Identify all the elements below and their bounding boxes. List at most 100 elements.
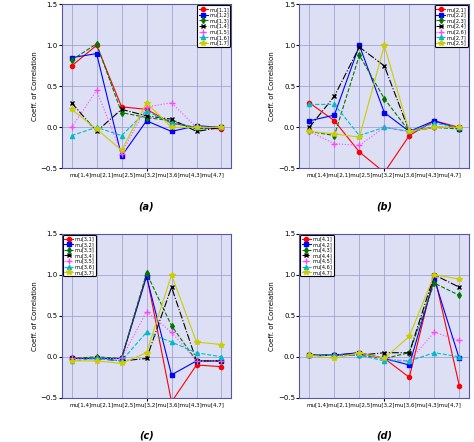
mu[1,3] (169, 118, 174, 123)
mu[1,5] (194, 125, 200, 130)
mu[2,7] (431, 121, 437, 126)
mu[2,6] (331, 141, 337, 146)
mu[4,7] (331, 356, 337, 361)
mu[1,3] (219, 125, 224, 130)
mu[1,5] (219, 125, 224, 130)
mu[2,2] (307, 118, 312, 123)
mu[4,3] (431, 280, 437, 286)
mu[1,5] (118, 151, 124, 156)
mu[3,2] (144, 274, 149, 279)
mu[2,5] (456, 125, 462, 130)
mu[2,5] (407, 129, 412, 134)
mu[2,6] (407, 129, 412, 134)
mu[3,1] (118, 356, 124, 361)
mu[4,1] (331, 353, 337, 358)
mu[4,7] (356, 350, 362, 355)
mu[2,5] (431, 125, 437, 130)
mu[3,5] (118, 356, 124, 361)
mu[1,3] (118, 110, 124, 115)
mu[1,2] (219, 125, 224, 130)
mu[4,7] (431, 272, 437, 278)
mu[1,5] (94, 88, 100, 93)
mu[4,4] (356, 353, 362, 358)
Line: mu[2,2]: mu[2,2] (307, 43, 461, 133)
Text: (c): (c) (139, 431, 154, 441)
mu[2,4] (456, 125, 462, 130)
mu[3,6] (94, 356, 100, 361)
mu[2,5] (356, 134, 362, 140)
mu[1,1] (194, 125, 200, 130)
mu[1,1] (219, 126, 224, 132)
mu[4,6] (456, 354, 462, 359)
mu[4,1] (431, 272, 437, 278)
mu[2,2] (431, 118, 437, 123)
mu[3,5] (144, 309, 149, 314)
mu[3,1] (169, 399, 174, 404)
mu[4,7] (456, 276, 462, 282)
mu[3,2] (219, 358, 224, 364)
mu[1,7] (94, 126, 100, 132)
mu[3,3] (69, 356, 74, 361)
mu[2,4] (356, 44, 362, 50)
mu[4,6] (307, 353, 312, 358)
mu[3,1] (69, 356, 74, 361)
mu[2,7] (407, 129, 412, 134)
mu[4,3] (382, 356, 387, 361)
mu[3,2] (69, 356, 74, 361)
mu[3,2] (118, 356, 124, 361)
mu[3,7] (69, 358, 74, 364)
mu[3,7] (194, 339, 200, 345)
mu[1,6] (118, 133, 124, 138)
mu[1,4] (118, 107, 124, 112)
Line: mu[3,6]: mu[3,6] (70, 330, 224, 363)
mu[3,2] (194, 358, 200, 364)
mu[4,2] (331, 353, 337, 358)
Line: mu[1,2]: mu[1,2] (70, 52, 224, 158)
Line: mu[3,4]: mu[3,4] (70, 285, 224, 363)
mu[4,5] (331, 353, 337, 358)
mu[1,6] (94, 125, 100, 130)
mu[2,2] (331, 112, 337, 118)
Line: mu[1,7]: mu[1,7] (69, 100, 224, 153)
mu[3,6] (118, 358, 124, 364)
mu[1,3] (194, 126, 200, 132)
mu[3,7] (169, 272, 174, 278)
mu[2,1] (307, 100, 312, 105)
mu[2,1] (356, 149, 362, 155)
mu[2,7] (307, 102, 312, 107)
Line: mu[4,5]: mu[4,5] (307, 329, 462, 364)
mu[1,1] (169, 121, 174, 126)
mu[1,6] (219, 125, 224, 130)
mu[3,1] (194, 362, 200, 368)
mu[1,2] (169, 129, 174, 134)
mu[1,1] (144, 107, 149, 112)
Legend: mu[3,1], mu[3,2], mu[3,3], mu[3,4], mu[3,5], mu[3,6], mu[3,7]: mu[3,1], mu[3,2], mu[3,3], mu[3,4], mu[3… (63, 235, 96, 277)
mu[4,1] (456, 383, 462, 388)
mu[1,7] (219, 125, 224, 130)
mu[1,1] (118, 104, 124, 110)
mu[3,3] (94, 354, 100, 359)
mu[1,4] (69, 100, 74, 105)
Text: (a): (a) (139, 201, 155, 211)
mu[2,1] (456, 125, 462, 130)
mu[4,4] (307, 353, 312, 358)
Line: mu[3,5]: mu[3,5] (69, 309, 224, 364)
mu[4,2] (307, 353, 312, 358)
mu[1,5] (144, 104, 149, 110)
mu[2,3] (382, 96, 387, 101)
mu[2,3] (307, 129, 312, 134)
mu[2,7] (331, 102, 337, 107)
mu[2,2] (407, 129, 412, 134)
mu[2,2] (456, 126, 462, 132)
mu[1,4] (94, 129, 100, 134)
mu[3,6] (194, 350, 200, 355)
mu[2,7] (456, 125, 462, 130)
mu[2,6] (431, 125, 437, 130)
mu[3,4] (169, 285, 174, 290)
mu[2,4] (307, 125, 312, 130)
mu[1,2] (118, 153, 124, 159)
mu[4,3] (356, 353, 362, 358)
Line: mu[1,4]: mu[1,4] (70, 101, 224, 133)
Line: mu[2,6]: mu[2,6] (307, 125, 462, 148)
mu[4,6] (407, 358, 412, 364)
